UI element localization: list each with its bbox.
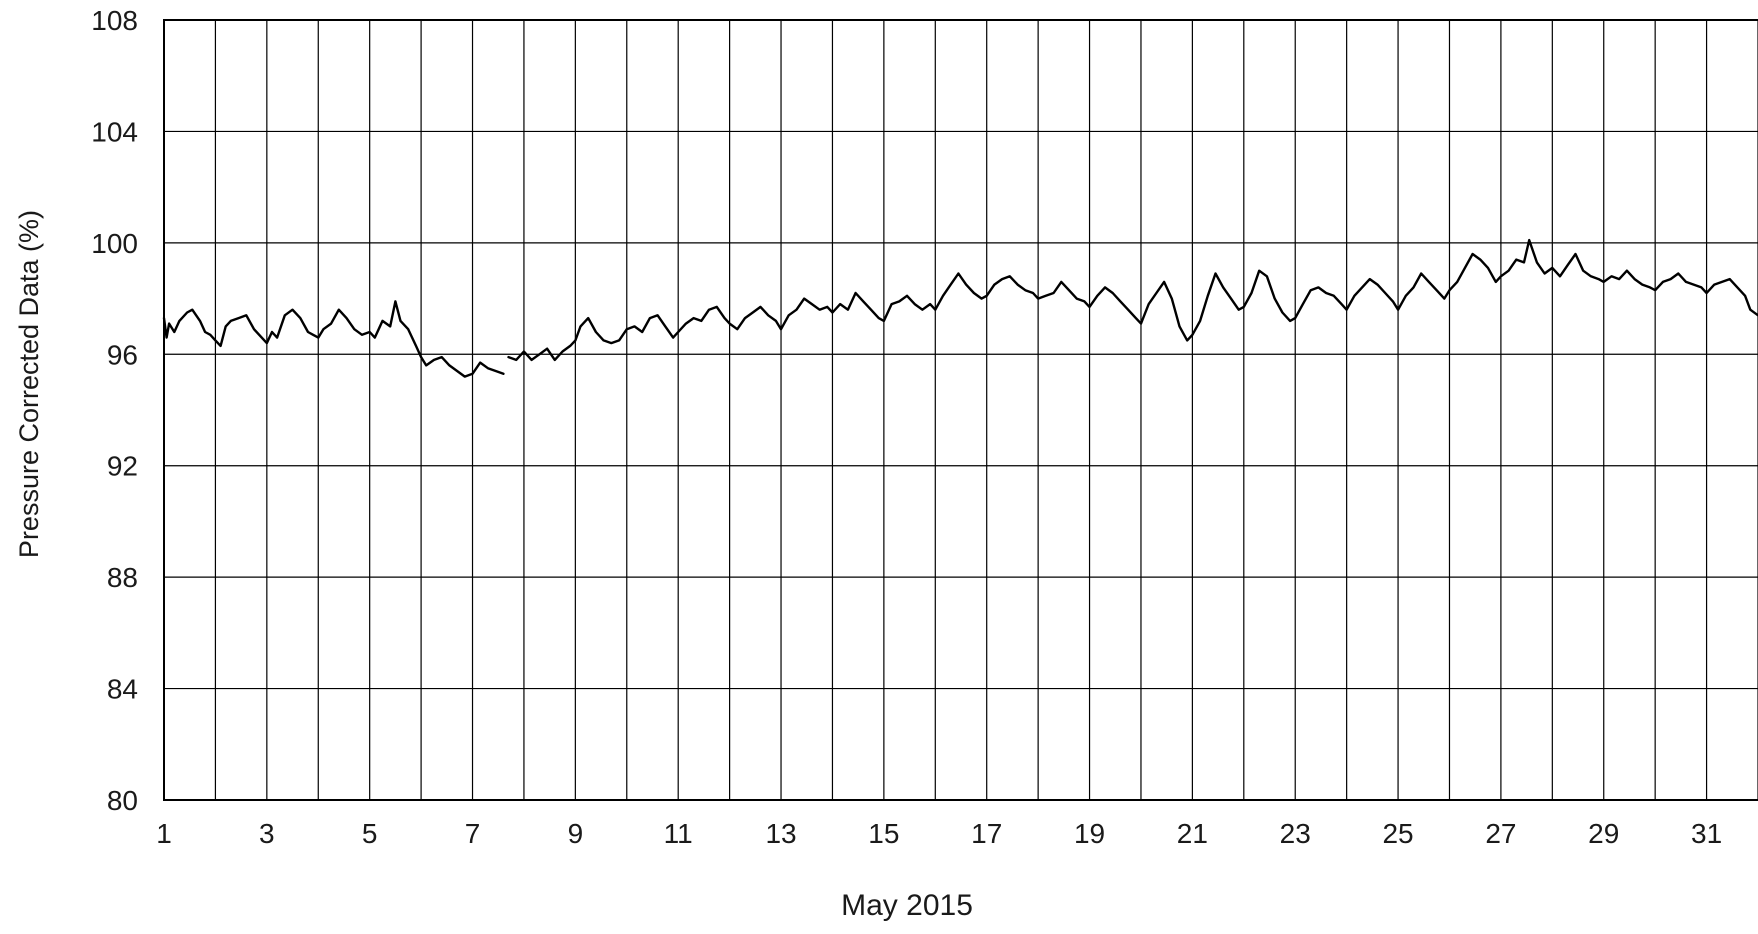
y-tick-label: 80 — [107, 785, 138, 816]
y-tick-label: 104 — [91, 116, 138, 147]
x-tick-label: 11 — [664, 818, 693, 849]
y-tick-label: 92 — [107, 451, 138, 482]
y-tick-label: 88 — [107, 562, 138, 593]
x-tick-label: 3 — [259, 818, 275, 849]
series-line — [162, 300, 505, 378]
x-tick-label: 17 — [971, 818, 1002, 849]
x-tick-label: 13 — [765, 818, 796, 849]
x-axis-label: May 2015 — [841, 889, 973, 922]
y-tick-label: 96 — [107, 339, 138, 370]
series-line — [507, 238, 1758, 362]
x-tick-label: 23 — [1280, 818, 1311, 849]
x-tick-label: 7 — [465, 818, 481, 849]
plot-border — [163, 19, 1758, 801]
x-tick-label: 1 — [156, 818, 172, 849]
x-tick-label: 29 — [1588, 818, 1619, 849]
y-tick-labels: 80 84 88 92 96 100 104 108 — [91, 5, 138, 816]
x-tick-label: 9 — [568, 818, 584, 849]
x-tick-label: 5 — [362, 818, 378, 849]
x-tick-label: 21 — [1177, 818, 1208, 849]
y-tick-label: 100 — [91, 228, 138, 259]
x-tick-labels: 1 3 5 7 9 11 13 15 17 19 21 23 25 27 29 31 — [156, 818, 1722, 849]
x-tick-label: 15 — [868, 818, 899, 849]
x-tick-label: 19 — [1074, 818, 1105, 849]
y-tick-label: 108 — [91, 5, 138, 36]
x-tick-label: 27 — [1485, 818, 1516, 849]
x-tick-label: 31 — [1691, 818, 1722, 849]
y-tick-label: 84 — [107, 674, 138, 705]
x-tick-label: 25 — [1382, 818, 1413, 849]
y-axis-label: Pressure Corrected Data (%) — [14, 210, 44, 558]
series-layer — [162, 238, 1758, 378]
